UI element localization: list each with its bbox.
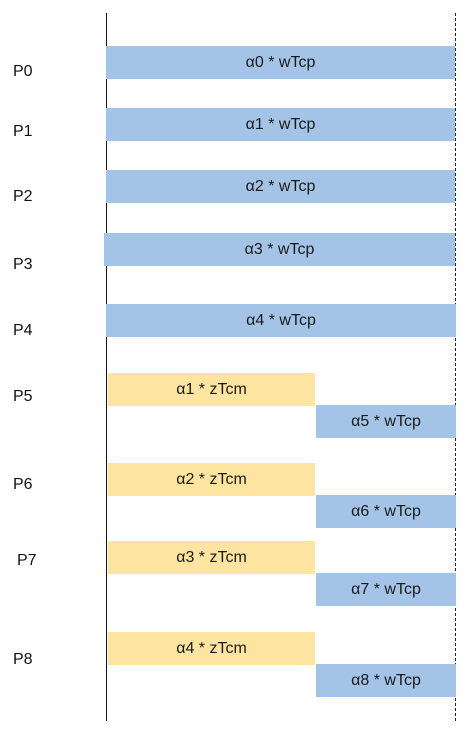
compute-bar-p4: α4 * wTcp — [106, 304, 456, 337]
communication-bar-p6: α2 * zTcm — [108, 463, 315, 496]
communication-bar-p7: α3 * zTcm — [108, 541, 315, 574]
processor-label-p8: P8 — [13, 651, 33, 668]
compute-bar-p0: α0 * wTcp — [106, 46, 455, 79]
processor-label-p3: P3 — [13, 256, 33, 273]
compute-bar-p1: α1 * wTcp — [106, 108, 455, 141]
communication-bar-p5: α1 * zTcm — [108, 373, 315, 406]
processor-label-p7: P7 — [17, 552, 37, 569]
compute-bar-p5: α5 * wTcp — [316, 405, 456, 438]
compute-bar-p3: α3 * wTcp — [104, 233, 455, 266]
processor-label-p2: P2 — [13, 188, 33, 205]
compute-bar-p2: α2 * wTcp — [106, 170, 455, 203]
processor-label-p5: P5 — [13, 388, 33, 405]
processor-label-p6: P6 — [13, 476, 33, 493]
compute-bar-p7: α7 * wTcp — [316, 573, 456, 606]
compute-bar-p8: α8 * wTcp — [316, 664, 456, 697]
processor-label-p0: P0 — [13, 63, 33, 80]
start-time-axis — [106, 13, 107, 721]
processor-label-p1: P1 — [13, 123, 33, 140]
processor-label-p4: P4 — [13, 322, 33, 339]
end-time-dashed-line — [455, 13, 456, 721]
compute-bar-p6: α6 * wTcp — [316, 495, 456, 528]
communication-bar-p8: α4 * zTcm — [108, 632, 315, 665]
